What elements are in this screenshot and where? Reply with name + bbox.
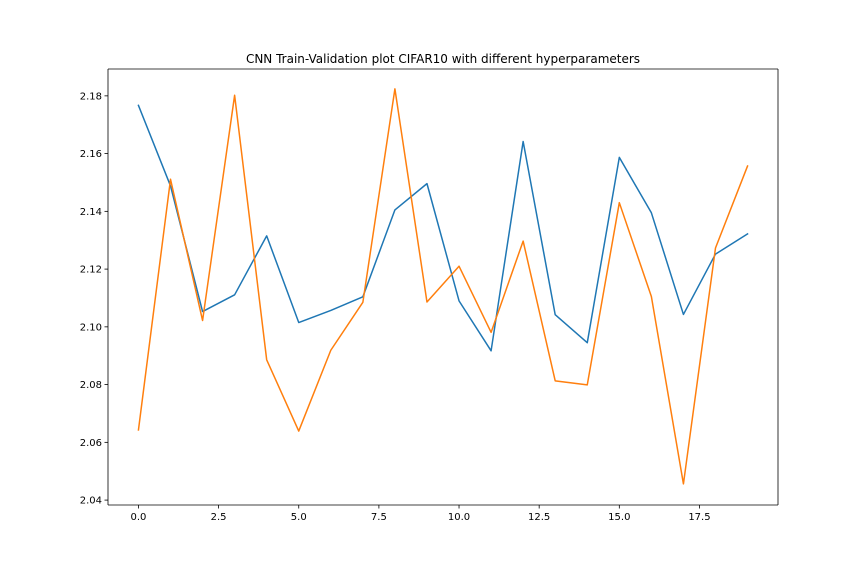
- y-tick-label: 2.08: [80, 380, 102, 391]
- x-tick-label: 10.0: [448, 512, 470, 523]
- series-line-1: [137, 104, 749, 352]
- x-tick-label: 0.0: [131, 512, 147, 523]
- y-tick-label: 2.18: [80, 91, 102, 102]
- x-tick-label: 15.0: [608, 512, 630, 523]
- axes-layer: 0.0 2.5 5.0 7.5 10.0 12.5 15.0 17.5 2.04 2.06 2.08…: [80, 68, 779, 523]
- x-tick-label: 17.5: [688, 512, 710, 523]
- x-tick-label: 12.5: [528, 512, 550, 523]
- x-tick-label: 2.5: [211, 512, 227, 523]
- series-line-2: [137, 88, 749, 485]
- x-tick-label: 7.5: [371, 512, 387, 523]
- y-tick-label: 2.14: [80, 207, 102, 218]
- x-tick-label: 5.0: [291, 512, 307, 523]
- y-tick-label: 2.16: [80, 149, 102, 160]
- y-tick-label: 2.10: [80, 322, 102, 333]
- chart-title: CNN Train-Validation plot CIFAR10 with d…: [246, 52, 640, 66]
- series-layer: [137, 88, 749, 485]
- y-tick-label: 2.12: [80, 265, 102, 276]
- y-tick-label: 2.04: [80, 496, 102, 507]
- y-tick-label: 2.06: [80, 438, 102, 449]
